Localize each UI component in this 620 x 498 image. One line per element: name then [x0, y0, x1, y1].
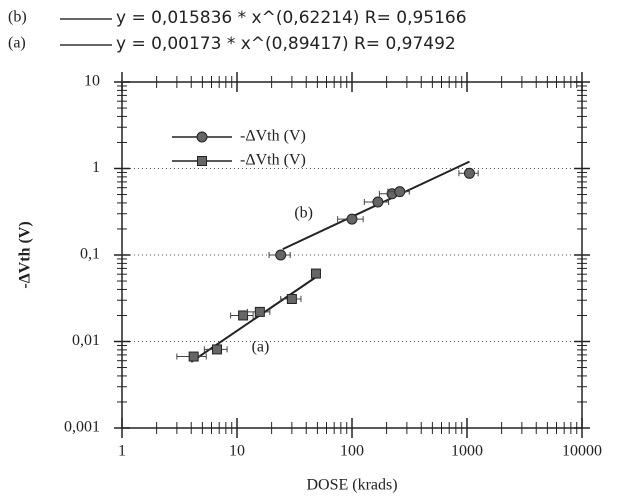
annotation: (b)	[294, 204, 313, 221]
point	[238, 310, 249, 321]
y-tick-label: 0,1	[80, 246, 100, 263]
x-tick-label: 1000	[451, 443, 483, 460]
annotation: (a)	[252, 338, 270, 355]
y-axis-label: -ΔVth (V)	[17, 221, 34, 288]
fit-label: (a)	[8, 35, 26, 52]
fit-equation: y = 0,00173 * x^(0,89417) R= 0,97492	[116, 34, 456, 54]
point	[372, 196, 384, 208]
y-tick-label: 10	[84, 73, 100, 90]
point	[254, 306, 265, 317]
point	[463, 167, 475, 179]
point	[346, 213, 358, 225]
legend-label: -ΔVth (V)	[240, 128, 306, 145]
point	[310, 268, 321, 279]
x-tick-label: 1	[118, 443, 126, 460]
y-tick-label: 0,001	[64, 419, 100, 436]
legend-marker	[197, 156, 207, 166]
x-tick-label: 10	[229, 443, 245, 460]
point	[286, 293, 297, 304]
x-tick-label: 10000	[562, 443, 602, 460]
legend-label: -ΔVth (V)	[240, 152, 306, 169]
y-tick-label: 0,01	[72, 332, 100, 349]
point	[394, 186, 406, 198]
point	[275, 249, 287, 261]
legend-marker	[196, 131, 208, 143]
x-tick-label: 100	[340, 443, 364, 460]
fit-label: (b)	[8, 9, 27, 26]
x-axis-label: DOSE (krads)	[306, 477, 397, 494]
point	[188, 351, 199, 362]
y-tick-label: 1	[92, 159, 100, 176]
fit-equation: y = 0,015836 * x^(0,62214) R= 0,95166	[116, 8, 467, 28]
point	[211, 344, 222, 355]
